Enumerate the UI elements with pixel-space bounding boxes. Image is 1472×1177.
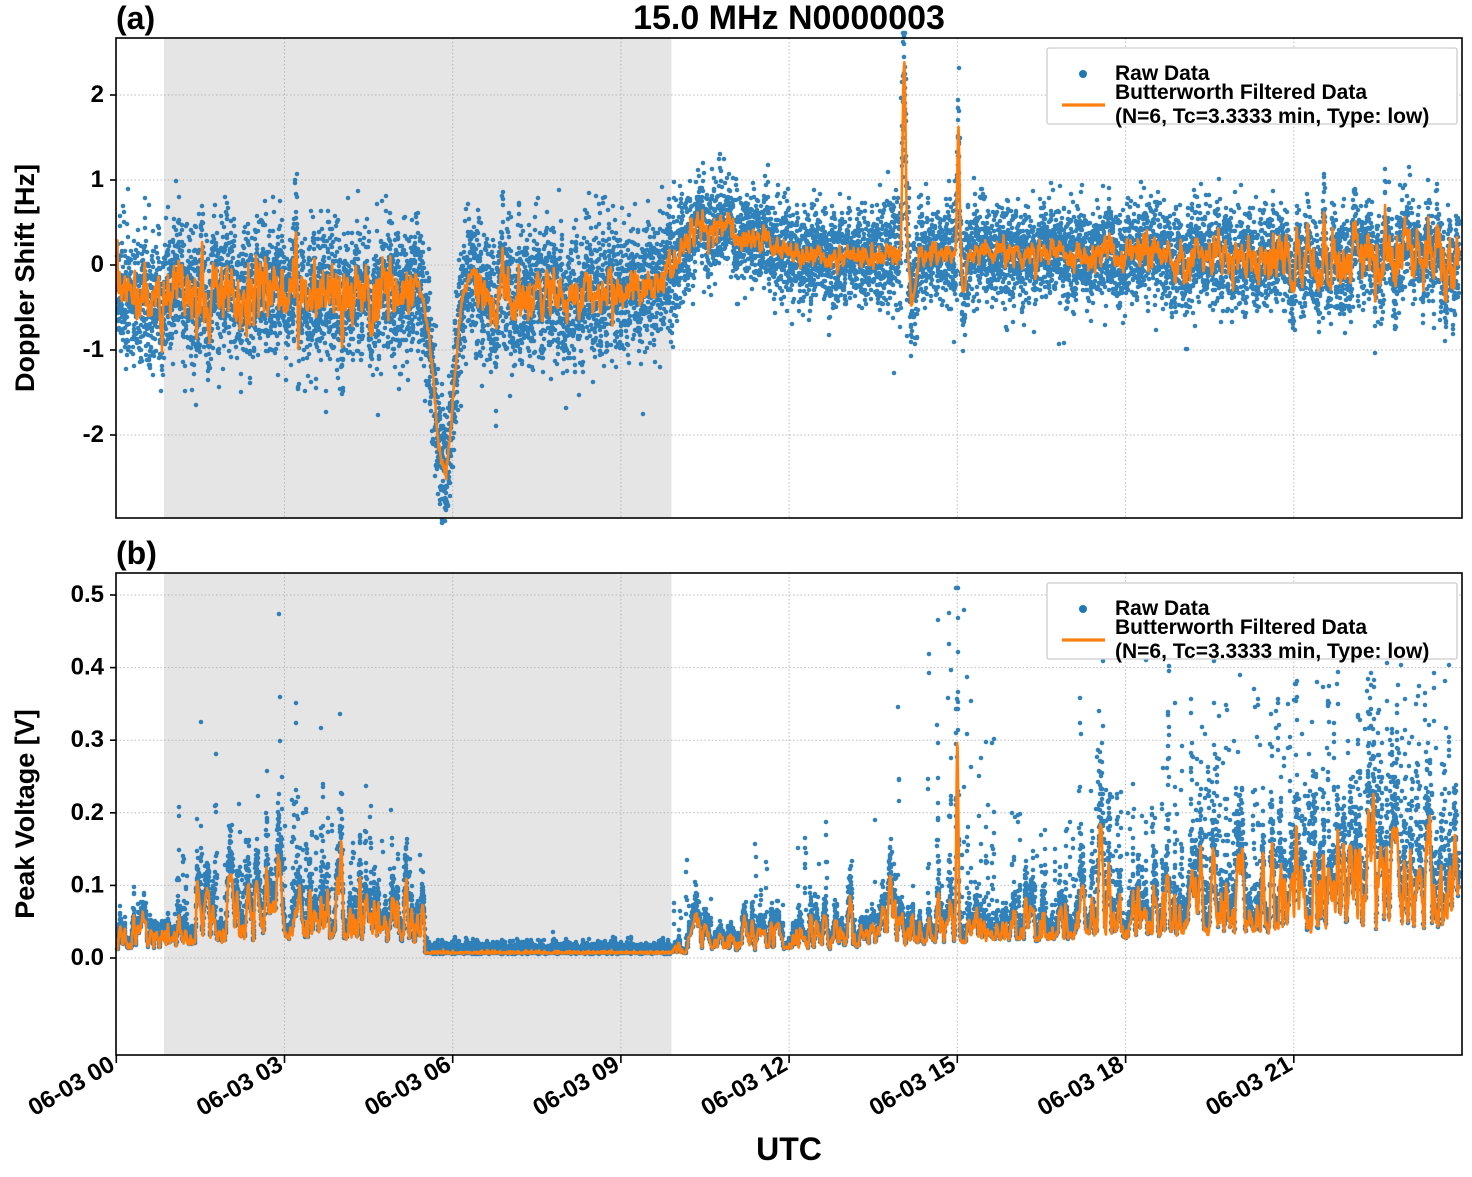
svg-text:Doppler Shift [Hz]: Doppler Shift [Hz] — [10, 164, 40, 392]
svg-text:(N=6, Tc=3.3333 min, Type: low: (N=6, Tc=3.3333 min, Type: low) — [1115, 105, 1429, 128]
svg-text:0.2: 0.2 — [71, 799, 104, 826]
svg-text:-2: -2 — [83, 421, 104, 448]
svg-text:15.0 MHz N0000003: 15.0 MHz N0000003 — [633, 0, 945, 37]
svg-text:0.3: 0.3 — [71, 726, 104, 753]
svg-text:(N=6, Tc=3.3333 min, Type: low: (N=6, Tc=3.3333 min, Type: low) — [1115, 640, 1429, 663]
svg-text:0.0: 0.0 — [71, 944, 104, 971]
svg-text:0.1: 0.1 — [71, 871, 104, 898]
svg-text:Peak Voltage [V]: Peak Voltage [V] — [10, 709, 40, 919]
svg-text:Butterworth Filtered Data: Butterworth Filtered Data — [1115, 616, 1367, 639]
svg-text:0.4: 0.4 — [71, 654, 105, 681]
svg-text:UTC: UTC — [756, 1131, 822, 1167]
svg-text:(b): (b) — [116, 535, 157, 571]
svg-text:Butterworth Filtered Data: Butterworth Filtered Data — [1115, 81, 1367, 104]
svg-text:-1: -1 — [83, 336, 104, 363]
svg-text:(a): (a) — [116, 0, 155, 36]
svg-text:0: 0 — [91, 251, 104, 278]
svg-text:0.5: 0.5 — [71, 581, 104, 608]
svg-text:2: 2 — [91, 81, 104, 108]
svg-text:1: 1 — [91, 166, 104, 193]
